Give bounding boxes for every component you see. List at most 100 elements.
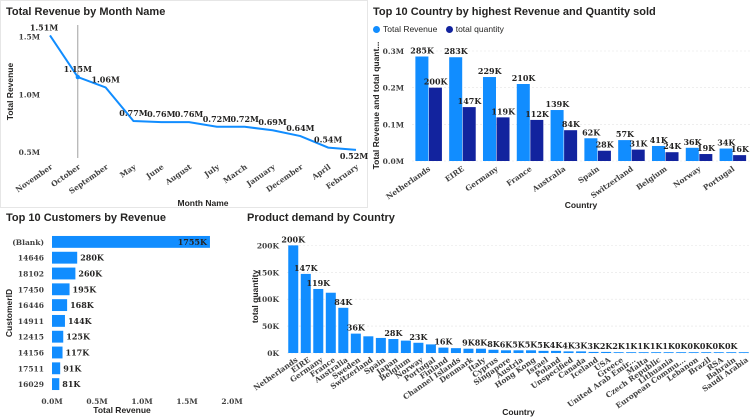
y-tick-label: 100K: [257, 295, 280, 304]
series-line: [49, 34, 357, 151]
data-label: 0.72M: [203, 114, 231, 124]
data-label: 8K: [487, 339, 501, 349]
product-demand-panel: Product demand by Country 0K 50K 100K 150K 2…: [245, 210, 756, 418]
data-label: 4K: [562, 340, 576, 350]
data-label: 36K: [683, 137, 702, 147]
bar: [513, 350, 524, 353]
bar: [618, 140, 632, 161]
y-tick-label: 0K: [267, 349, 279, 358]
bar: [462, 107, 476, 161]
data-label: 260K: [78, 269, 103, 279]
data-label: 0.76M: [175, 109, 203, 119]
y-tick-label: 12415: [18, 333, 44, 342]
data-label: 84K: [562, 119, 581, 129]
bar: [52, 346, 63, 359]
y-tick-label: (Blank): [12, 238, 44, 247]
data-label: 34K: [717, 138, 736, 148]
bar: [719, 148, 733, 161]
bar: [576, 351, 587, 353]
legend-dot-icon: [373, 26, 380, 33]
data-label: 1755K: [178, 237, 208, 247]
legend-item-revenue[interactable]: Total Revenue: [373, 24, 437, 34]
data-label: 147K: [294, 263, 319, 273]
panel-border: [0, 0, 368, 208]
bar: [52, 314, 65, 327]
data-label: 23K: [409, 332, 428, 342]
bar: [726, 352, 737, 353]
data-label: 112K: [525, 109, 550, 119]
data-label: 6K: [500, 339, 514, 349]
chart-title: Top 10 Country by highest Revenue and Qu…: [373, 6, 656, 18]
x-tick-label: Germany: [464, 164, 501, 193]
highlight-point: [75, 74, 81, 80]
y-tick-label: 150K: [257, 268, 280, 277]
bar: [52, 267, 76, 280]
data-label: 1.15M: [64, 64, 92, 74]
data-label: 195K: [73, 284, 98, 294]
data-label: 5K: [525, 339, 539, 349]
bar: [631, 149, 645, 161]
x-tick-label: July: [202, 162, 222, 180]
data-label: 0.77M: [119, 108, 147, 118]
x-tick-label: EIRE: [443, 164, 466, 184]
bar: [601, 351, 612, 353]
bar: [313, 288, 324, 353]
data-label: 200K: [281, 234, 306, 244]
y-axis-title: total quantity: [250, 270, 260, 324]
data-label: 2K: [600, 341, 614, 351]
data-label: 0.54M: [314, 135, 342, 145]
y-tick-label: 0.2M: [383, 84, 404, 93]
bar: [685, 147, 699, 161]
x-tick-label: May: [118, 162, 138, 180]
y-tick-label: 50K: [262, 322, 279, 331]
x-tick-label: November: [14, 162, 55, 195]
bar: [449, 57, 463, 161]
bar: [699, 154, 713, 161]
bar: [413, 342, 424, 353]
data-label: 1K: [650, 341, 664, 351]
bar: [388, 339, 399, 353]
bar: [676, 352, 687, 353]
data-label: 1K: [637, 341, 651, 351]
bar: [551, 350, 562, 353]
data-label: 36K: [347, 323, 366, 333]
data-label: 91K: [63, 363, 82, 373]
revenue-by-month-panel: Total Revenue by Month Name 0.5M 1.0M 1.5M…: [0, 0, 368, 210]
bar: [338, 307, 349, 353]
data-label: 28K: [384, 328, 403, 338]
y-tick-label: 0.5M: [19, 148, 40, 157]
bar: [325, 292, 336, 353]
data-label: 280K: [80, 253, 105, 263]
x-axis-title: Total Revenue: [93, 405, 151, 415]
bar: [52, 378, 60, 391]
data-label: 285K: [410, 46, 435, 56]
data-label: 84K: [334, 297, 353, 307]
bar: [613, 352, 624, 353]
top10-country-panel: Top 10 Country by highest Revenue and Qu…: [370, 0, 756, 210]
data-label: 125K: [66, 332, 91, 342]
chart-title: Top 10 Customers by Revenue: [6, 212, 166, 224]
x-tick-label: Belgium: [634, 164, 668, 192]
y-tick-label: 14156: [18, 349, 44, 358]
data-label: 1.06M: [91, 74, 119, 84]
bar: [564, 130, 578, 161]
data-label: 229K: [478, 66, 503, 76]
bar: [400, 340, 411, 353]
y-tick-label: 14911: [18, 317, 44, 326]
legend-label: total quantity: [455, 24, 504, 34]
y-tick-label: 17450: [18, 285, 44, 294]
data-label: 0K: [725, 341, 739, 351]
data-label: 0.64M: [286, 123, 314, 133]
data-label: 283K: [444, 46, 469, 56]
bar: [415, 56, 429, 161]
legend-item-quantity[interactable]: total quantity: [445, 24, 504, 34]
bar: [638, 352, 649, 353]
data-label: 168K: [70, 300, 95, 310]
x-tick-label: 0.0M: [41, 397, 62, 406]
y-tick-label: 200K: [257, 241, 280, 250]
y-tick-label: 0.3M: [383, 47, 404, 56]
data-label: 0K: [700, 341, 714, 351]
bar: [550, 110, 564, 161]
data-label: 147K: [458, 96, 483, 106]
